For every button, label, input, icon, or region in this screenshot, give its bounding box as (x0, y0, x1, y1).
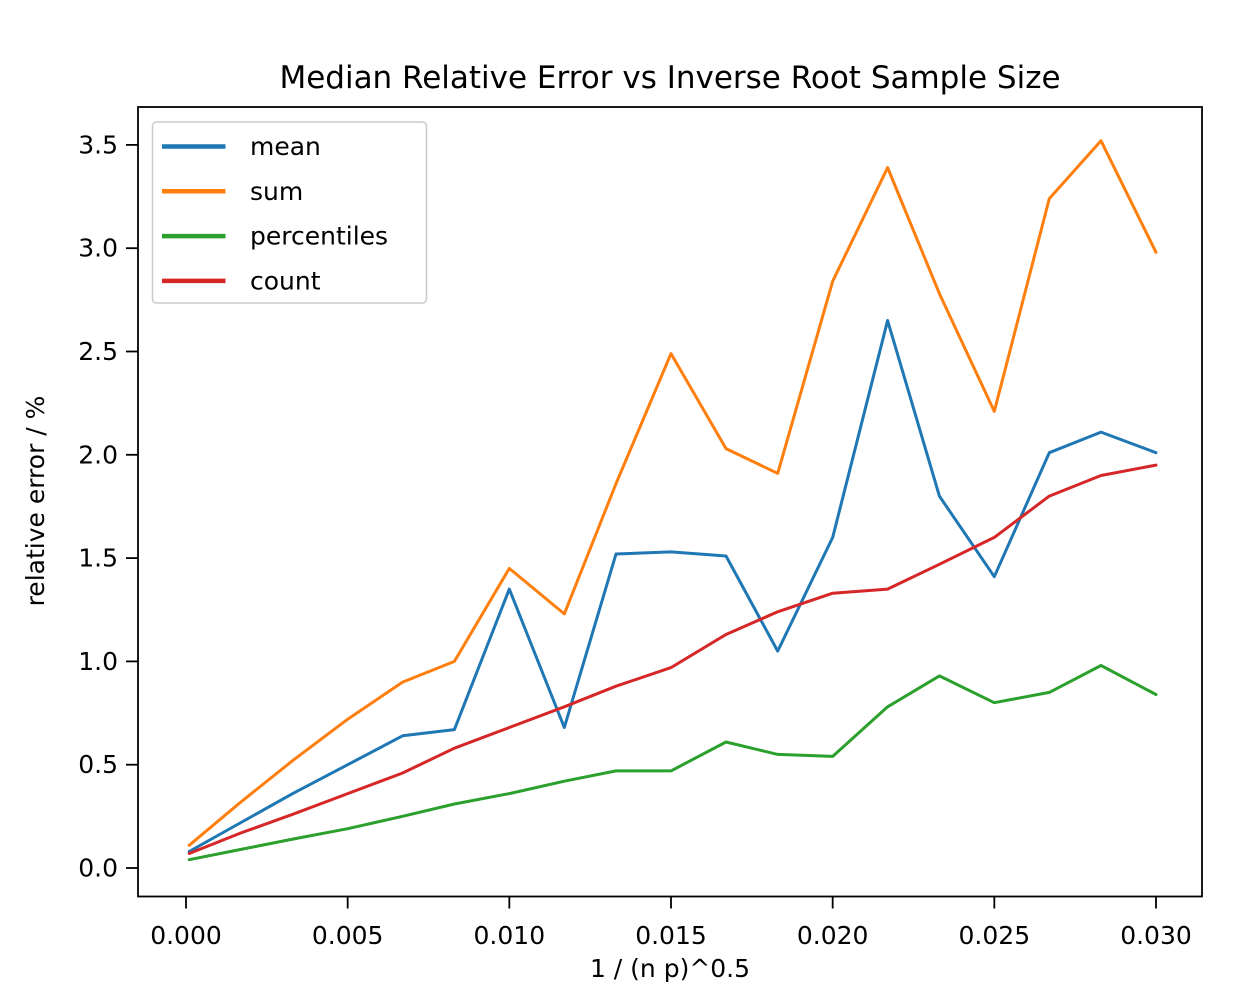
x-tick-label: 0.020 (797, 921, 869, 950)
x-tick-label: 0.000 (150, 921, 222, 950)
series-line-count (187, 463, 1158, 855)
plot-frame (137, 106, 1203, 898)
y-tick-label: 1.5 (78, 544, 118, 573)
series-line-percentiles (187, 664, 1158, 862)
y-tick-label: 0.0 (78, 853, 118, 882)
x-tick-label: 0.015 (635, 921, 707, 950)
y-axis-label: relative error / % (21, 396, 50, 607)
y-tick-label: 2.5 (78, 337, 118, 366)
x-axis-label: 1 / (n p)^0.5 (590, 954, 750, 983)
y-tick-label: 2.0 (78, 440, 118, 469)
legend-label-mean: mean (250, 132, 321, 161)
series-line-mean (187, 319, 1158, 853)
x-tick-label: 0.030 (1120, 921, 1192, 950)
legend-box (151, 121, 428, 304)
legend: mean sum percentiles count (151, 121, 428, 304)
x-tick-label: 0.010 (474, 921, 546, 950)
y-tick-label: 0.5 (78, 750, 118, 779)
y-tick-label: 1.0 (78, 647, 118, 676)
legend-label-sum: sum (250, 177, 303, 206)
legend-label-percentiles: percentiles (250, 222, 388, 251)
x-tick-label: 0.005 (312, 921, 384, 950)
legend-label-count: count (250, 266, 321, 295)
x-tick-label: 0.025 (959, 921, 1031, 950)
y-tick-label: 3.5 (78, 130, 118, 159)
series-line-sum (187, 139, 1158, 847)
chart-title: Median Relative Error vs Inverse Root Sa… (279, 60, 1060, 96)
y-tick-label: 3.0 (78, 234, 118, 263)
